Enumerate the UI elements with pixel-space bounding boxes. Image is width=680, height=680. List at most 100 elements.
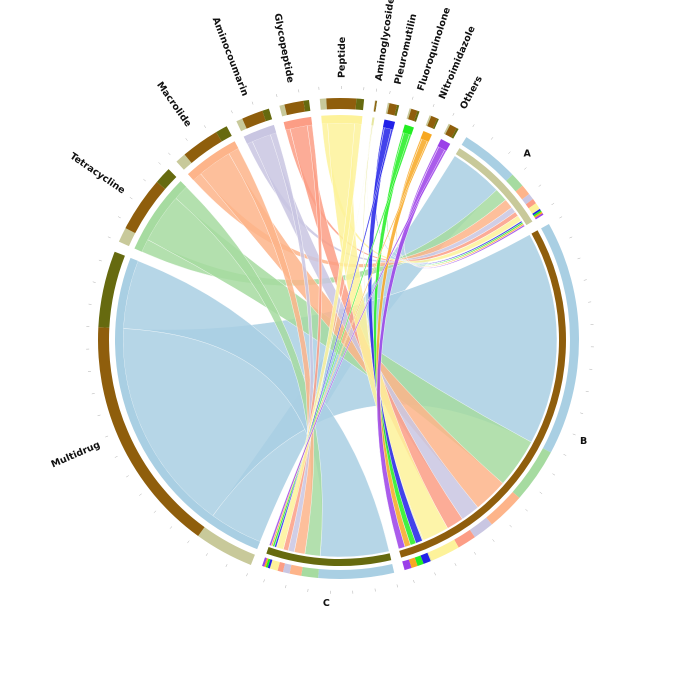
class-tetracycline-part-c [156,169,177,190]
tick-mark [185,138,188,141]
sample-c-part-fluoroquinolone [265,558,271,568]
tick-mark [231,110,233,114]
sample-label-c: C [323,598,330,609]
tick-mark [432,104,435,107]
class-fluoroquinolone-part-c [413,110,420,122]
class-arc-peptide [321,114,363,125]
class-tetracycline-part-a [118,228,136,247]
tick-mark [91,393,95,395]
class-fluoroquinolone-part-a [406,108,412,120]
ribbons [122,122,558,558]
tick-mark [472,124,475,128]
sample-c-part-aminoglycoside [269,559,273,569]
sample-a-part-aminoglycoside [532,208,540,214]
class-glycopeptide-part-b [284,100,306,116]
class-arc-others [437,138,451,151]
class-arc-fluoroquinolone [402,124,414,136]
class-aminoglycoside-part-a [373,100,376,112]
class-aminocoumarin-part-c [262,108,273,122]
tick-mark [474,552,476,555]
class-fluoroquinolone-part-b [408,108,418,122]
class-aminoglycoside-part-b [373,100,377,112]
tick-mark [107,236,111,239]
class-nitroimidazole-part-a [425,115,432,127]
ribbon-others-c [268,149,447,547]
ribbon-aminocoumarin-c [270,132,314,553]
tick-mark [225,564,228,567]
tick-mark [413,579,415,583]
class-peptide-part-c [355,98,365,111]
sample-arc-c [266,547,392,566]
tick-mark [153,510,157,513]
tick-mark [129,197,133,200]
ribbon-others-b [376,146,445,550]
class-pleuromutilin-part-b [387,103,398,116]
class-nitroimidazole-part-c [432,118,439,130]
tick-mark [168,152,171,156]
tick-mark [276,94,278,98]
tick-mark [396,584,398,588]
tick-mark [114,456,118,458]
class-multidrug-part-b [97,327,205,537]
sample-b-part-tetracycline [512,448,551,498]
tick-mark [139,493,142,496]
tick-mark [389,90,391,94]
ribbon-aminoglycoside-b [362,125,424,542]
class-aminocoumarin-part-b [242,110,266,129]
class-aminoglycoside-part-c [375,100,378,112]
sample-a-part-nitroimidazole [534,211,543,218]
sample-b-part-others [402,559,412,571]
class-label-glycopeptide: Glycopeptide [271,12,295,83]
class-nitroimidazole-part-b [427,115,438,129]
sample-b-part-nitroimidazole [408,557,418,569]
sample-a-part-aminocoumarin [522,193,534,205]
tick-mark [204,125,206,128]
sample-b-part-multidrug [541,223,579,453]
ribbon-nitroimidazole-b [376,138,428,548]
sample-a-part-multidrug [461,137,513,181]
tick-mark [559,216,563,219]
tick-mark [126,475,129,478]
class-pleuromutilin-part-c [394,104,400,117]
tick-mark [187,540,190,544]
sample-label-b: B [580,436,587,447]
sample-c-part-aminocoumarin [282,563,292,574]
ribbon-multidrug-c [123,260,390,558]
class-aminocoumarin-part-a [236,118,247,132]
sample-a-part-glycopeptide [525,199,536,209]
class-label-others: Others [458,74,485,111]
tick-mark [246,573,248,577]
tick-mark [563,454,567,456]
sample-c-part-macrolide [289,564,303,576]
sample-arc-a [455,148,533,226]
tick-mark [572,433,576,436]
class-label-tetracycline: Tetracycline [68,151,127,197]
sample-a-part-others [534,213,544,220]
ribbon-aminoglycoside-c [275,125,374,548]
tick-mark [98,259,102,262]
class-multidrug-part-c [98,251,125,328]
ribbon-peptide-c [276,123,362,550]
class-arc-multidrug [114,257,261,550]
sample-a-part-fluoroquinolone [533,210,542,217]
ribbon-tetracycline-c [175,186,323,557]
class-peptide-part-a [319,98,327,110]
sample-c-part-peptide [270,559,280,571]
tick-mark [105,435,109,438]
sample-c-part-nitroimidazole [264,558,269,568]
tick-mark [117,216,121,219]
ribbon-pleuromutilin-c [274,128,394,548]
sample-b-part-peptide [428,539,459,561]
class-multidrug-part-a [198,527,255,565]
sample-b-part-fluoroquinolone [414,555,424,567]
tick-mark [585,390,589,392]
sample-c-part-others [262,557,267,567]
class-macrolide-part-c [216,126,232,142]
class-label-macrolide: Macrolide [154,80,193,129]
tick-mark [92,281,96,283]
ribbon-nitroimidazole-c [270,141,429,547]
class-glycopeptide-part-c [303,99,311,112]
sample-b-part-macrolide [486,491,520,525]
tick-mark [285,585,287,589]
